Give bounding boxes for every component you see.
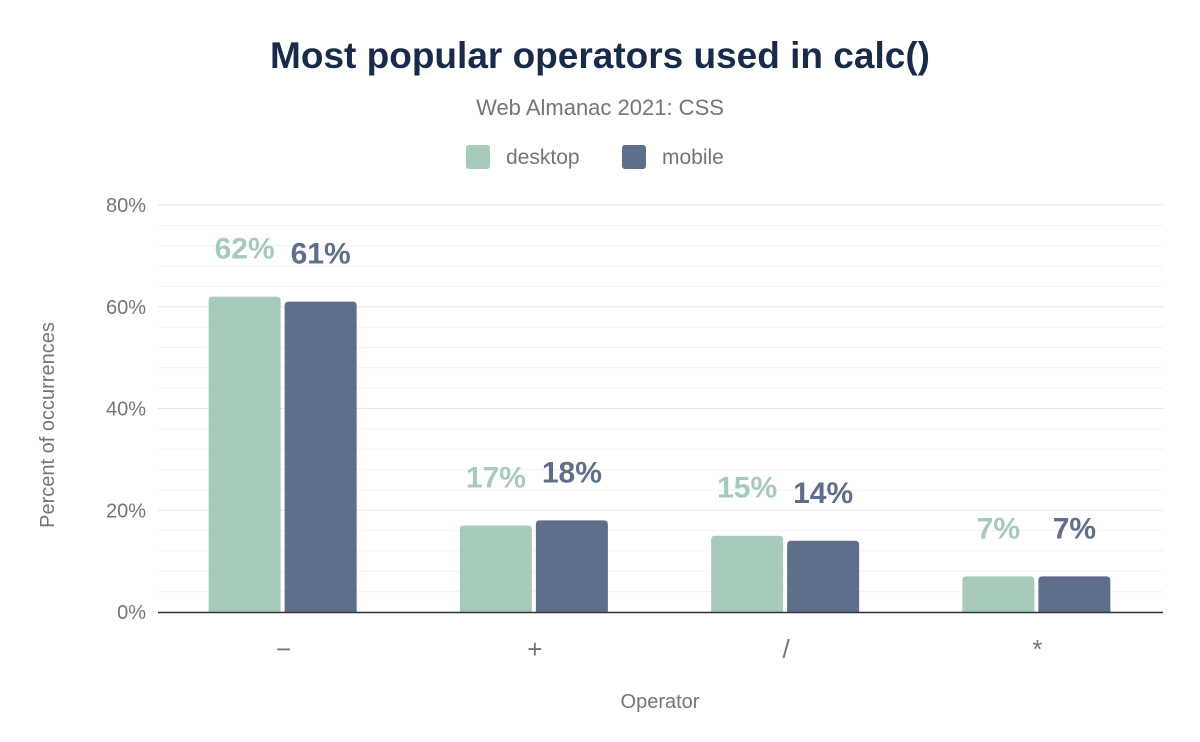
data-label-desktop: 62%: [215, 233, 275, 266]
legend-item-mobile[interactable]: mobile: [622, 145, 724, 169]
x-axis: − + / *: [158, 611, 1163, 664]
bar-desktop: [459, 525, 532, 612]
data-label-mobile: 61%: [291, 238, 351, 271]
y-axis: 0% 20% 40% 60% 80%: [106, 195, 146, 624]
chart-subtitle: Web Almanac 2021: CSS: [476, 95, 724, 120]
x-tick-label: *: [1032, 634, 1042, 664]
x-tick-label: +: [527, 634, 542, 664]
x-axis-label: Operator: [621, 691, 700, 713]
bar-desktop: [962, 576, 1035, 612]
legend-label: desktop: [506, 146, 580, 169]
bar-mobile: [284, 301, 357, 612]
data-label-desktop: 7%: [977, 512, 1020, 545]
y-tick-label: 60%: [106, 297, 146, 319]
y-tick-label: 40%: [106, 399, 146, 421]
legend-swatch: [466, 145, 490, 169]
legend-label: mobile: [662, 146, 724, 169]
legend: desktop mobile: [466, 145, 724, 169]
bar-mobile: [1038, 576, 1111, 612]
y-tick-label: 0%: [117, 602, 146, 624]
y-tick-label: 20%: [106, 500, 146, 522]
legend-swatch: [622, 145, 646, 169]
bar-mobile: [535, 520, 608, 612]
y-tick-label: 80%: [106, 195, 146, 217]
bar-desktop: [711, 535, 784, 612]
x-tick-label: −: [276, 634, 291, 664]
data-label-mobile: 14%: [793, 477, 853, 510]
y-axis-label: Percent of occurrences: [37, 322, 59, 528]
bars: 62% 61% 17% 18% 15% 14% 7% 7%: [208, 233, 1111, 612]
data-label-desktop: 17%: [466, 462, 526, 495]
bar-desktop: [208, 296, 281, 612]
x-tick-label: /: [783, 634, 791, 664]
data-label-mobile: 18%: [542, 456, 602, 489]
legend-item-desktop[interactable]: desktop: [466, 145, 580, 169]
data-label-mobile: 7%: [1053, 512, 1096, 545]
chart-title: Most popular operators used in calc(): [270, 35, 930, 76]
data-label-desktop: 15%: [717, 472, 777, 505]
bar-mobile: [787, 540, 860, 612]
